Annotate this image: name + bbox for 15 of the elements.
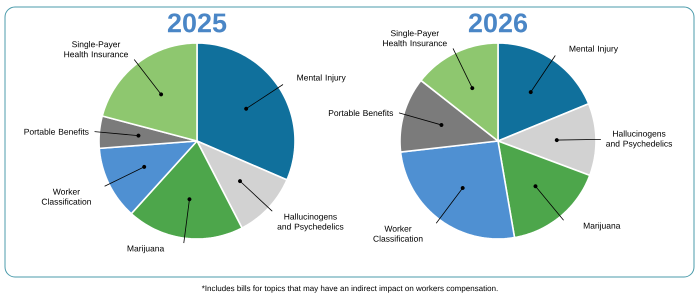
slice-label: Worker Classification: [373, 225, 422, 242]
text: *Includes bills for topics that may have an indirect impact on workers compensation.: [202, 285, 498, 293]
slice-label: Mental Injury: [297, 74, 346, 82]
slice-label: Worker Classification: [42, 188, 91, 205]
chart-title: 2026: [468, 13, 528, 32]
slice-label: Mental Injury: [570, 45, 618, 54]
slice-label: Marijuana: [584, 222, 620, 230]
chart-title: 2025: [168, 13, 226, 32]
slice-label: Hallucinogens and Psychedelics: [606, 130, 672, 148]
slice-label: Portable Benefits: [328, 110, 394, 116]
slice-label: Hallucinogens and Psychedelics: [277, 213, 344, 232]
slice-label: Single-Payer Health Insurance: [64, 41, 128, 58]
slice-label: Marijuana: [128, 245, 164, 254]
slice-label: Single-Payer Health Insurance: [383, 30, 447, 46]
slice-label: Portable Benefits: [24, 128, 89, 135]
